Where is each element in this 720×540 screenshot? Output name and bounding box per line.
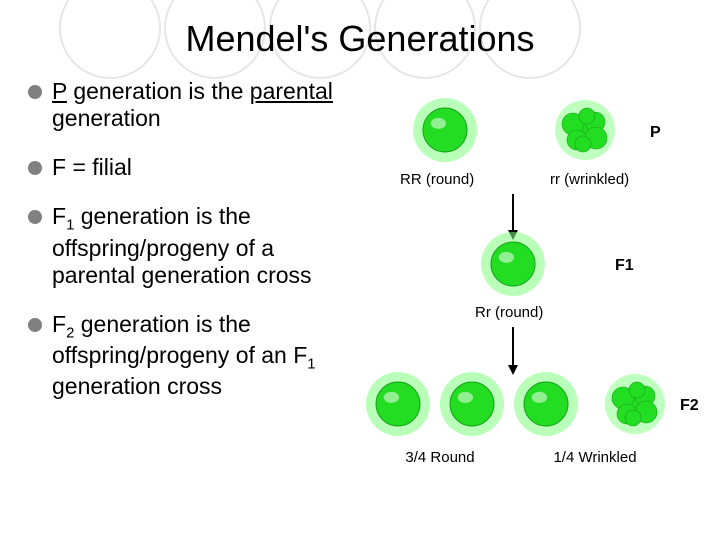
svg-text:Rr (round): Rr (round)	[475, 304, 543, 321]
bullet-dot-icon	[28, 161, 42, 175]
bullet-item: P generation is the parental generation	[28, 78, 338, 132]
svg-text:RR (round): RR (round)	[400, 171, 474, 188]
svg-text:3/4 Round: 3/4 Round	[405, 449, 474, 466]
svg-text:F1: F1	[615, 257, 634, 274]
bullet-dot-icon	[28, 318, 42, 332]
genetics-diagram: P RR (round) rr (wrinkled) F1 Rr (round) F2 3/…	[350, 92, 710, 522]
svg-text:rr (wrinkled): rr (wrinkled)	[550, 171, 629, 188]
svg-text:P: P	[650, 124, 661, 141]
svg-text:F2: F2	[680, 397, 699, 414]
bullet-list: P generation is the parental generation F…	[28, 78, 338, 422]
bullet-dot-icon	[28, 210, 42, 224]
svg-text:1/4 Wrinkled: 1/4 Wrinkled	[553, 449, 636, 466]
bullet-text: F = filial	[52, 154, 132, 181]
bullet-text: P generation is the parental generation	[52, 78, 338, 132]
bullet-item: F2 generation is the offspring/progeny o…	[28, 311, 338, 401]
bullet-text: F1 generation is the offspring/progeny o…	[52, 203, 338, 288]
bullet-item: F = filial	[28, 154, 338, 181]
bullet-text: F2 generation is the offspring/progeny o…	[52, 311, 338, 401]
bullet-dot-icon	[28, 85, 42, 99]
bullet-item: F1 generation is the offspring/progeny o…	[28, 203, 338, 288]
page-title: Mendel's Generations	[0, 18, 720, 60]
